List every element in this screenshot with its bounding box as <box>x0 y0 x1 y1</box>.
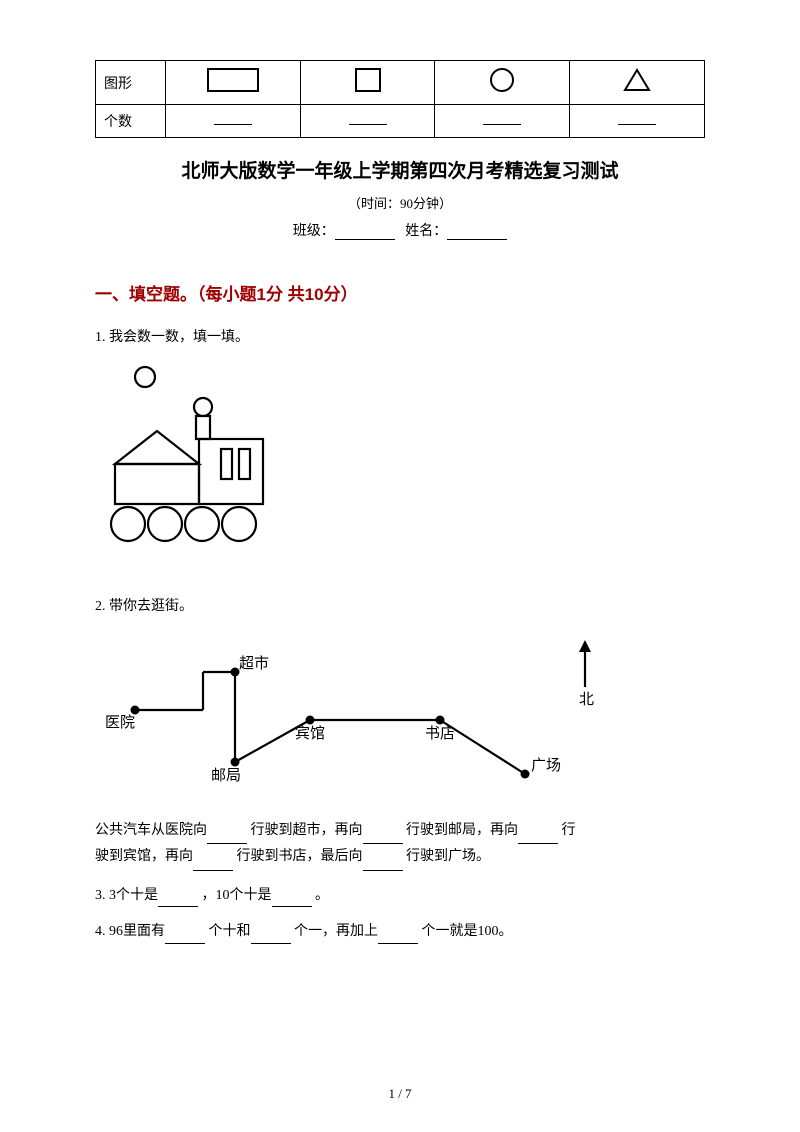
section1-header: 一、填空题。（每小题1分 共10分） <box>95 280 705 305</box>
question-3: 3. 3个十是 ，10个十是 。 <box>95 885 705 907</box>
page-title: 北师大版数学一年级上学期第四次月考精选复习测试 <box>95 156 705 183</box>
shape-triangle-cell <box>570 61 705 105</box>
rectangle-icon <box>206 67 260 93</box>
node-postoffice: 邮局 <box>211 767 241 784</box>
shapes-table: 图形 个数 <box>95 60 705 138</box>
q1-figure <box>95 359 705 567</box>
count-blank-3 <box>435 105 570 138</box>
question-1: 1. 我会数一数，填一填。 <box>95 327 705 568</box>
row2-label: 个数 <box>96 105 166 138</box>
shape-rect-cell <box>165 61 300 105</box>
count-blank-4 <box>570 105 705 138</box>
page-footer: 1 / 7 <box>0 1086 800 1102</box>
node-bookstore: 书店 <box>425 725 455 742</box>
node-hospital: 医院 <box>105 713 135 731</box>
node-hotel: 宾馆 <box>295 725 325 742</box>
name-label: 姓名： <box>405 224 447 239</box>
map-figure-icon: 北 医院 超市 邮局 宾馆 书店 广场 <box>95 632 625 797</box>
time-label: （时间：90分钟） <box>95 193 705 212</box>
node-square: 广场 <box>531 757 561 774</box>
node-supermarket: 超市 <box>239 655 269 672</box>
vehicle-figure-icon <box>95 359 315 559</box>
q2-body: 公共汽车从医院向 行驶到超市，再向 行驶到邮局，再向 行 驶到宾馆，再向 行驶到… <box>95 818 705 871</box>
question-4: 4. 96里面有 个十和 个一，再加上 个一就是100。 <box>95 921 705 943</box>
row1-label: 图形 <box>96 61 166 105</box>
count-blank-1 <box>165 105 300 138</box>
class-label: 班级： <box>293 224 335 239</box>
square-icon <box>353 67 383 93</box>
question-2: 2. 带你去逛街。 北 医院 超市 邮局 宾馆 书店 广场 <box>95 596 705 871</box>
shape-circle-cell <box>435 61 570 105</box>
count-blank-2 <box>300 105 435 138</box>
q2-text: 2. 带你去逛街。 <box>95 596 705 618</box>
shape-square-cell <box>300 61 435 105</box>
q1-text: 1. 我会数一数，填一填。 <box>95 327 705 349</box>
q2-figure: 北 医院 超市 邮局 宾馆 书店 广场 <box>95 632 705 805</box>
name-line: 班级： 姓名： <box>95 220 705 240</box>
circle-icon <box>488 67 516 93</box>
triangle-icon <box>622 67 652 93</box>
north-label: 北 <box>579 691 594 708</box>
